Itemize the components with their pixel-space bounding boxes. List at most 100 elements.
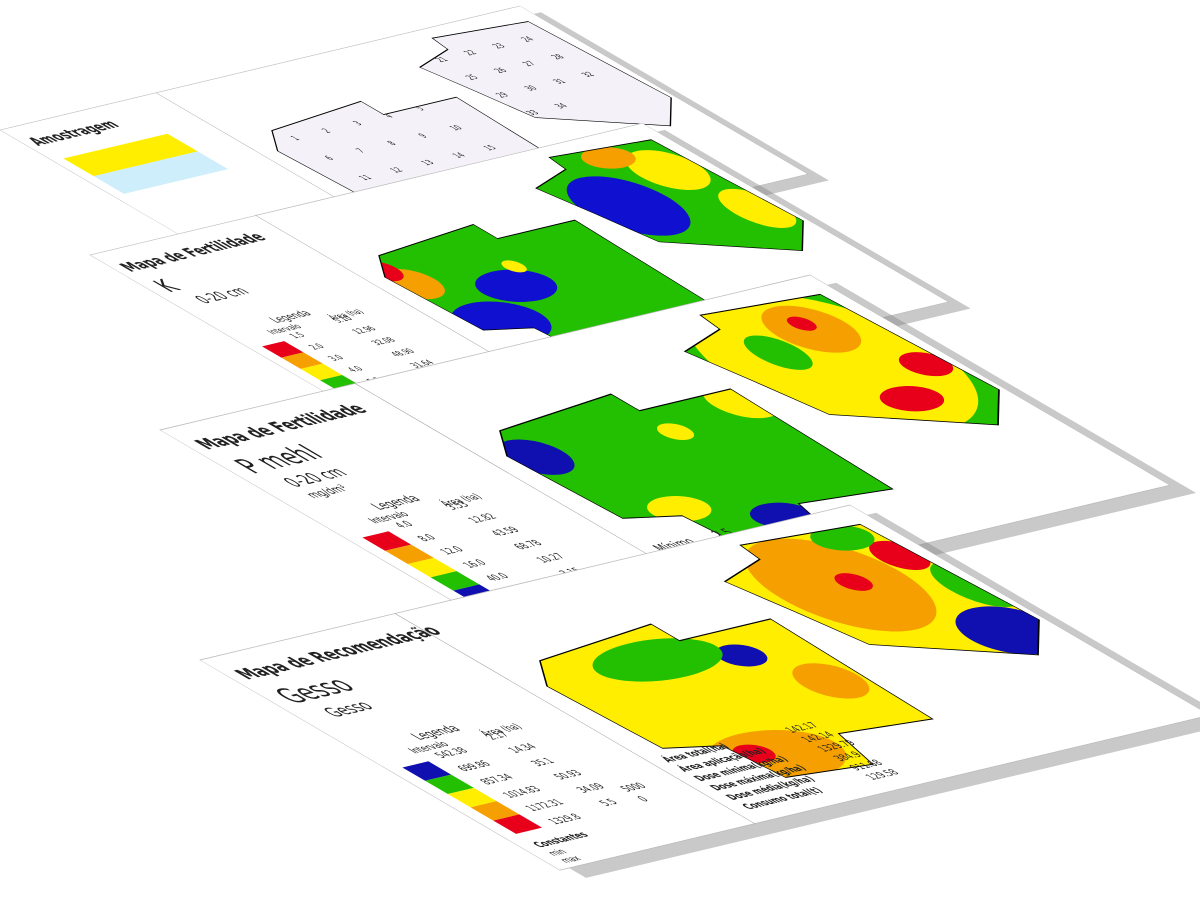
sample-point: 2 [320,128,334,135]
legend-swatch [93,151,229,194]
sample-point: 30 [523,85,541,93]
constant-label: max [558,855,585,865]
stat-value: 384.9 [830,750,866,763]
legend-interval: 8.0 [414,532,440,543]
field-fill [346,206,751,372]
zone [792,663,870,699]
legend-area: 68.78 [510,538,546,551]
legend-swatch [362,531,412,551]
legend-area: 14.34 [505,742,541,755]
legend-swatch [300,363,343,381]
field-border [723,523,1040,656]
legend-swatch [407,557,457,578]
legend-swatch [281,352,323,369]
sample-point: 1 [289,135,303,142]
sheet: Mapa de RecomendaçãoGessoGessoLegendaInt… [199,504,1200,878]
sample-point: 4 [382,113,397,120]
sample-point: 23 [491,43,509,51]
sample-point: 6 [323,155,337,162]
constant-label: min [546,848,571,858]
legend-area: 31.64 [407,359,438,370]
sample-point: 32 [580,71,598,79]
sample-point: 22 [462,49,480,57]
zone [834,573,873,591]
legend-interval: 1.5 [287,331,309,340]
sample-point: 3 [351,120,365,127]
sample-point: 28 [549,53,567,61]
legend-interval: 2.0 [306,342,328,351]
legend-area: 34.09 [573,781,609,794]
legend-swatch [402,761,452,781]
sample-point: 33 [524,109,542,117]
sample-point: 15 [482,144,500,152]
sample-point: 13 [419,159,437,167]
sample-point: 26 [492,67,510,75]
zone [566,176,691,236]
legend-area: 32.08 [369,336,400,347]
field-border [683,293,1000,426]
field-fill [461,372,937,567]
legend-swatch [262,341,304,358]
legend-area: 50.93 [550,768,586,781]
constant-value: 5000 [617,781,650,794]
legend-area: 12.82 [465,512,501,525]
zone [718,188,797,228]
sample-point: 34 [553,102,572,110]
sample-point: 5 [414,105,428,112]
sample-point: 9 [416,133,430,140]
sample-point: 24 [519,36,538,44]
frame-line [394,613,756,824]
zone [715,644,768,667]
zone [656,423,695,441]
zone [786,316,817,331]
zone [810,525,875,551]
legend-swatch [63,133,198,177]
sample-point: 14 [451,152,470,160]
field-border [499,388,894,548]
zone [475,269,558,302]
sample-point: 21 [433,56,451,64]
field-fill [241,83,622,240]
sample-point: 10 [448,124,466,132]
legend-swatch [385,544,434,565]
legend-area: 10.27 [533,552,569,565]
zone [501,260,527,273]
field-border [535,139,804,252]
field [241,83,622,240]
constant-value: 0 [634,794,653,803]
legend-area: 5.10 [330,314,356,324]
legend-area: 48.90 [388,347,419,358]
legend-swatch [425,774,474,795]
legend-swatch [493,814,543,834]
zone [743,335,813,370]
sample-point: 7 [354,148,368,155]
legend-swatch [470,801,520,821]
field-border [418,21,672,127]
zone [869,540,931,571]
legend-interval: 4.0 [391,519,417,530]
sample-point: 27 [521,60,539,68]
legend-area: 12.96 [349,325,380,336]
sample-point: 25 [464,74,482,82]
sample-point: 29 [494,92,512,100]
zone [581,147,636,169]
legend-swatch [447,787,497,808]
legend-interval: 4.0 [345,365,367,374]
field-border [539,618,934,778]
legend-interval: 3.0 [325,354,347,363]
legend-swatch [430,571,480,591]
zone [647,496,712,522]
sample-point: 12 [388,167,406,175]
zone [879,385,945,412]
zone [592,638,723,682]
sample-point: 11 [357,174,375,182]
zone [625,150,711,190]
field-fill [501,602,977,797]
sample-point: 31 [551,78,569,86]
legend-area: 43.59 [487,525,523,538]
sample-point: 8 [385,140,399,147]
legend-area: 5.5 [596,797,622,808]
